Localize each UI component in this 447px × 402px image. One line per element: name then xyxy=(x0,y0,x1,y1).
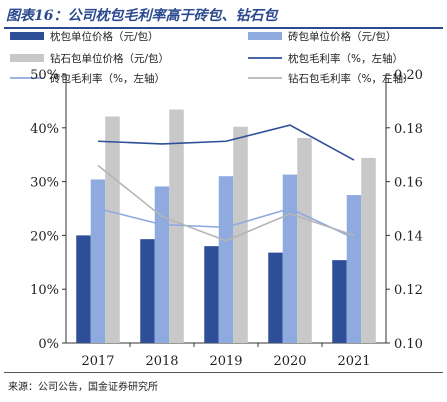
combo-chart: 枕包单位价格（元/包） 砖包单位价格（元/包） 钻石包单位价格（元/包） 枕包毛利率（… xyxy=(10,30,423,369)
bar-3 xyxy=(105,116,120,343)
legend-label: 钻石包单位价格（元/包） xyxy=(50,52,169,65)
right-tick-label: 0.20 xyxy=(394,68,423,83)
right-tick-label: 0.14 xyxy=(394,229,423,244)
left-tick-label: 50% xyxy=(30,68,59,83)
legend-label: 钻石包毛利率（%，左轴） xyxy=(288,72,413,85)
left-tick-label: 20% xyxy=(30,229,59,244)
legend: 枕包单位价格（元/包） 砖包单位价格（元/包） 钻石包单位价格（元/包） 枕包毛利率（… xyxy=(10,30,413,85)
x-tick-label: 2018 xyxy=(145,354,178,369)
legend-label: 砖包毛利率（%，左轴） xyxy=(50,72,165,85)
bar-3 xyxy=(297,138,312,343)
legend-swatch-bar xyxy=(248,32,282,40)
right-tick-label: 0.16 xyxy=(394,176,423,191)
x-tick-label: 2020 xyxy=(273,354,306,369)
x-tick-label: 2017 xyxy=(81,354,114,369)
bar-1 xyxy=(268,252,283,343)
source-divider xyxy=(4,372,443,373)
chart-title: 图表16：公司枕包毛利率高于砖包、钻石包 xyxy=(6,8,278,24)
line-series-2 xyxy=(97,207,355,239)
bar-1 xyxy=(204,246,219,343)
legend-label: 枕包毛利率（%，左轴） xyxy=(288,52,403,65)
bar-3 xyxy=(169,109,184,344)
left-tick-label: 10% xyxy=(30,283,59,298)
bar-2 xyxy=(90,179,106,343)
left-tick-label: 30% xyxy=(30,176,59,191)
bar-3 xyxy=(361,157,376,343)
left-tick-label: 40% xyxy=(30,122,59,137)
right-tick-label: 0.12 xyxy=(394,283,423,298)
right-tick-label: 0.10 xyxy=(394,337,423,352)
legend-label: 砖包单位价格（元/包） xyxy=(288,30,397,43)
bar-1 xyxy=(76,235,91,343)
title-divider xyxy=(4,27,443,29)
x-tick-label: 2019 xyxy=(209,354,242,369)
bar-2 xyxy=(346,195,362,343)
line-series-1 xyxy=(97,124,355,161)
right-tick-label: 0.18 xyxy=(394,122,423,137)
bar-1 xyxy=(140,239,155,343)
legend-swatch-bar xyxy=(10,54,44,62)
bar-2 xyxy=(218,176,234,343)
legend-swatch-bar xyxy=(10,32,44,40)
source-note: 来源：公司公告，国金证券研究所 xyxy=(8,382,158,393)
left-tick-label: 0% xyxy=(38,337,59,352)
bar-2 xyxy=(154,186,170,343)
bar-2 xyxy=(282,174,298,343)
legend-label: 枕包单位价格（元/包） xyxy=(50,30,159,43)
plot-area: 0% 10% 20% 30% 40% 50% 0.10 0.12 0.14 0.16 0.18 0.2… xyxy=(30,68,423,369)
x-tick-label: 2021 xyxy=(337,354,370,369)
line-series-3 xyxy=(97,164,355,242)
bar-1 xyxy=(332,260,347,343)
